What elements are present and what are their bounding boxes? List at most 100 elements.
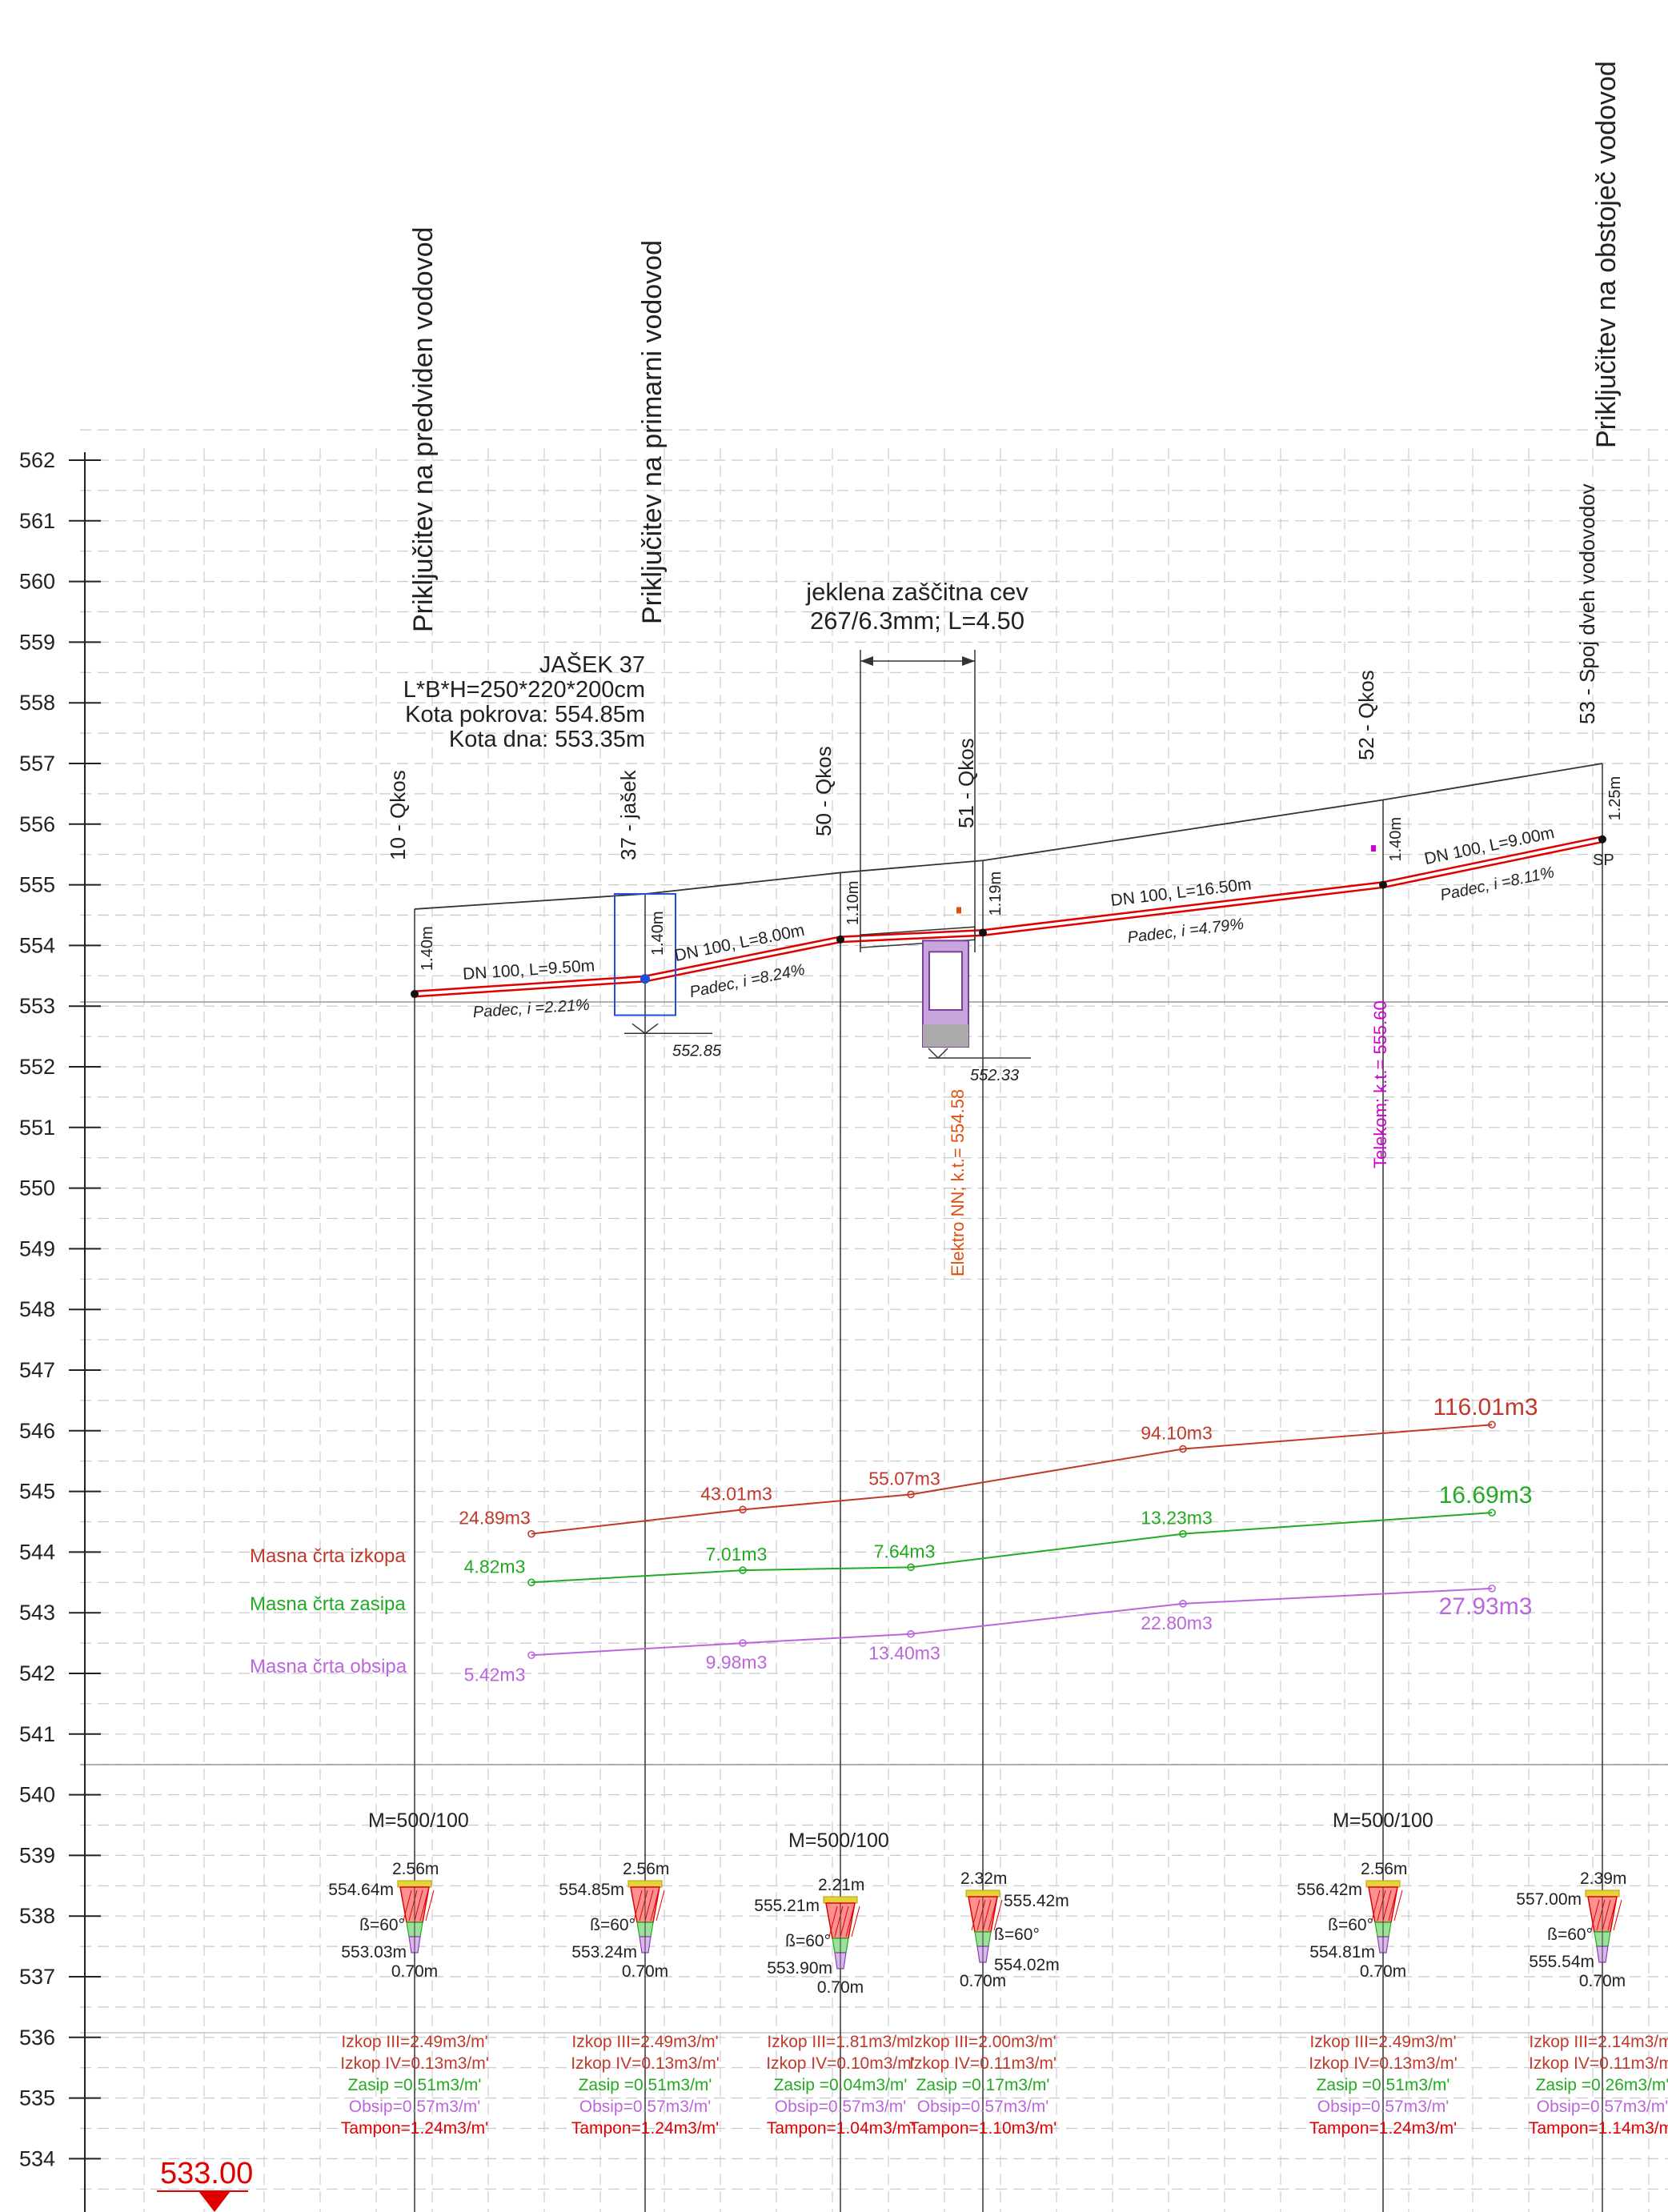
section-quantity: Tampon=1.04m3/m' <box>767 2119 914 2138</box>
axis-tick-label: 543 <box>19 1601 55 1625</box>
mass-lines: 24.89m3 43.01m3 55.07m3 94.10m3 116.01m3 4.82… <box>250 1394 1538 1685</box>
mass-point <box>1488 1509 1496 1517</box>
section-hatch <box>633 1889 643 1921</box>
header-predviden: Priključitev na predviden vodovod <box>408 226 439 632</box>
section-hatch <box>656 1889 665 1921</box>
sleeve-spec: 267/6.3mm; L=4.50 <box>810 607 1024 635</box>
section-quantity: Obsip=0.57m3/m' <box>917 2098 1049 2116</box>
section-quantity: Izkop IV=0.10m3/m' <box>766 2054 915 2073</box>
axis-tick-label: 544 <box>19 1540 55 1564</box>
section-hatch <box>1388 1889 1397 1921</box>
station-label: 51 - Qkos <box>954 738 978 828</box>
chamber-bottom-level: 552.33 <box>970 1067 1019 1084</box>
station-depth: 1.19m <box>987 872 1004 916</box>
section-top <box>1585 1889 1620 1897</box>
mass-point <box>907 1629 915 1638</box>
section-hatch <box>1602 1899 1611 1931</box>
mass-label: 4.82m3 <box>464 1556 526 1577</box>
section-base-width: 0.70m <box>960 1972 1006 1990</box>
section-top-level: 556.42m <box>1297 1881 1362 1899</box>
section-top-level: 557.00m <box>1516 1890 1582 1909</box>
section-top-level: 555.21m <box>754 1897 820 1915</box>
pipe-node <box>411 990 419 999</box>
section-bottom-level: 553.90m <box>767 1959 832 1978</box>
section-top <box>823 1896 858 1904</box>
manhole-title: JAŠEK 37 <box>539 651 645 678</box>
mass-label: 7.64m3 <box>874 1541 936 1561</box>
section-beta: ß=60° <box>1328 1916 1373 1934</box>
axis-tick-label: 560 <box>19 570 55 594</box>
elevation-axis: 562 561 560 559 558 557 556 555 554 553 552 551 550 5… <box>19 448 253 2212</box>
section-top-level: 554.85m <box>559 1881 624 1899</box>
section-quantity: Zasip =0.26m3/m' <box>1536 2076 1668 2094</box>
section-hatch <box>650 1889 660 1921</box>
section-quantity: Tampon=1.24m3/m' <box>341 2119 488 2138</box>
axis-tick-label: 545 <box>19 1480 55 1504</box>
section-hatch <box>845 1905 855 1938</box>
sleeve-arrow <box>860 656 873 666</box>
station-depth: 1.40m <box>1387 817 1405 862</box>
section-quantity: Tampon=1.24m3/m' <box>1309 2119 1457 2138</box>
manhole-bottom: Kota dna: 553.35m <box>449 727 645 752</box>
mass-label: 7.01m3 <box>706 1544 768 1565</box>
station-depth: 1.40m <box>419 926 436 971</box>
mass-legend: Masna črta zasipa <box>250 1593 406 1615</box>
section-hatch <box>1371 1889 1381 1921</box>
section-beta: ß=60° <box>590 1916 636 1934</box>
pipe-inner <box>414 837 1603 996</box>
mass-label: 22.80m3 <box>1141 1613 1213 1633</box>
axis-tick-label: 536 <box>19 2026 55 2050</box>
sleeve-title: jeklena zaščitna cev <box>805 578 1028 606</box>
axis-tick-label: 547 <box>19 1358 55 1382</box>
crossing-marker <box>1371 845 1376 852</box>
section-hatch <box>1377 1889 1386 1921</box>
section-quantity: Izkop IV=0.11m3/m' <box>909 2054 1057 2073</box>
station-label: 52 - Qkos <box>1354 670 1378 760</box>
mass-label: 116.01m3 <box>1433 1394 1538 1421</box>
axis-tick-label: 550 <box>19 1176 55 1200</box>
mass-point <box>527 1578 535 1587</box>
section-quantity: Obsip=0.57m3/m' <box>1537 2098 1668 2116</box>
section-hatch <box>1596 1899 1606 1931</box>
axis-tick-label: 537 <box>19 1965 55 1989</box>
axis-tick-label: 538 <box>19 1904 55 1928</box>
section-hatch <box>1393 1889 1403 1921</box>
mass-label: 43.01m3 <box>700 1483 772 1504</box>
section-bottom-level: 554.02m <box>994 1956 1060 1974</box>
manhole-box <box>614 892 676 1016</box>
section-hatch <box>828 1905 838 1938</box>
pipe-node <box>1379 880 1387 889</box>
section-beta: ß=60° <box>994 1925 1040 1944</box>
section-base-width: 0.70m <box>622 1962 668 1981</box>
mass-point <box>907 1563 915 1572</box>
sleeve-arrow <box>962 656 975 666</box>
base-level-label: 533.00 <box>160 2157 253 2190</box>
section-hatch <box>1607 1899 1617 1931</box>
axis-tick-label: 535 <box>19 2086 55 2110</box>
terrain-line <box>414 763 1603 910</box>
axis-tick-label: 553 <box>19 994 55 1018</box>
mass-point <box>1179 1600 1187 1608</box>
section-quantity: Zasip =0.51m3/m' <box>348 2076 482 2094</box>
axis-tick-label: 552 <box>19 1055 55 1079</box>
mass-label: 13.40m3 <box>868 1643 940 1664</box>
pipe-node <box>836 935 844 944</box>
section-hatch <box>982 1899 992 1931</box>
section-quantity: Izkop IV=0.13m3/m' <box>571 2054 720 2073</box>
section-hatch <box>851 1905 860 1938</box>
segment-slope: Padec, i =4.79% <box>1126 916 1245 947</box>
chamber-bottom-marker <box>928 1048 948 1060</box>
scale-label: M=500/100 <box>1333 1809 1433 1832</box>
section-top <box>397 1880 432 1888</box>
section-beta: ß=60° <box>785 1932 831 1950</box>
chamber-base <box>923 1024 968 1047</box>
crossing-elektro: Elektro NN; k.t.= 554.58 <box>948 1089 968 1276</box>
station-depth: 1.40m <box>649 911 667 956</box>
mass-point <box>739 1639 747 1647</box>
section-quantity: Tampon=1.14m3/m' <box>1529 2119 1668 2138</box>
scale-label: M=500/100 <box>788 1829 889 1852</box>
section-width: 2.56m <box>392 1860 439 1878</box>
section-hatch <box>408 1889 418 1921</box>
